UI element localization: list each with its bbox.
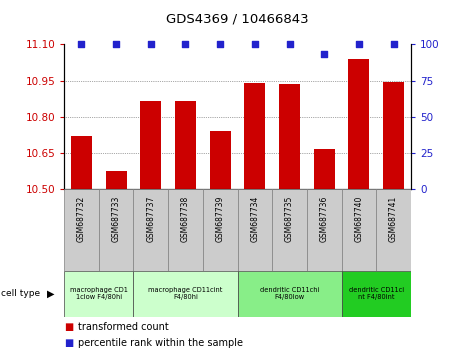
Point [217, 41, 224, 47]
Bar [64, 271, 133, 317]
Text: GSM687740: GSM687740 [354, 196, 363, 242]
Text: GSM687739: GSM687739 [216, 196, 225, 242]
Text: GSM687741: GSM687741 [389, 196, 398, 242]
Text: macrophage CD1
1clow F4/80hi: macrophage CD1 1clow F4/80hi [70, 287, 128, 300]
Bar [99, 189, 133, 271]
Text: dendritic CD11ci
nt F4/80int: dendritic CD11ci nt F4/80int [349, 287, 404, 300]
Text: macrophage CD11cint
F4/80hi: macrophage CD11cint F4/80hi [148, 287, 223, 300]
Point [147, 41, 155, 47]
Point [78, 41, 86, 47]
Text: transformed count: transformed count [78, 322, 169, 332]
Text: ■: ■ [64, 338, 73, 348]
Text: GSM687737: GSM687737 [146, 196, 155, 242]
Text: percentile rank within the sample: percentile rank within the sample [78, 338, 243, 348]
Bar [342, 271, 411, 317]
Bar [314, 149, 334, 189]
Bar [203, 189, 238, 271]
Bar [106, 171, 126, 189]
Text: ■: ■ [64, 322, 73, 332]
Bar [376, 189, 411, 271]
Bar [133, 271, 238, 317]
Bar [141, 101, 161, 189]
Bar [168, 189, 203, 271]
Bar [175, 101, 196, 189]
Bar [342, 189, 376, 271]
Bar [272, 189, 307, 271]
Text: cell type: cell type [1, 289, 40, 298]
Text: GSM687736: GSM687736 [320, 196, 329, 242]
Bar [238, 271, 342, 317]
Point [390, 41, 397, 47]
Text: GDS4369 / 10466843: GDS4369 / 10466843 [166, 13, 309, 26]
Point [181, 41, 189, 47]
Point [113, 41, 120, 47]
Text: ▶: ▶ [47, 289, 54, 299]
Point [286, 41, 294, 47]
Point [251, 41, 259, 47]
Text: GSM687734: GSM687734 [250, 196, 259, 242]
Bar [383, 82, 404, 189]
Text: dendritic CD11chi
F4/80low: dendritic CD11chi F4/80low [260, 287, 319, 300]
Bar [238, 189, 272, 271]
Bar [245, 83, 265, 189]
Text: GSM687733: GSM687733 [112, 196, 121, 242]
Text: GSM687735: GSM687735 [285, 196, 294, 242]
Bar [71, 136, 92, 189]
Bar [279, 84, 300, 189]
Bar [349, 59, 369, 189]
Point [320, 52, 328, 57]
Point [355, 41, 363, 47]
Bar [210, 131, 230, 189]
Bar [64, 189, 99, 271]
Text: GSM687738: GSM687738 [181, 196, 190, 242]
Bar [307, 189, 342, 271]
Bar [133, 189, 168, 271]
Text: GSM687732: GSM687732 [77, 196, 86, 242]
